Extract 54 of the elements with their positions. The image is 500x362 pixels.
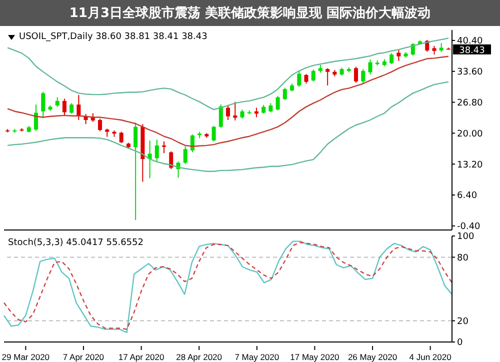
chart-subtitle: Stoch(5,3,3) 45.0417 55.6552 [8,238,144,248]
candlestick [268,102,273,113]
line-series [6,81,450,172]
candlestick [190,134,194,153]
candlestick [226,105,230,120]
candlestick [304,74,308,84]
y-tick-label: 13.20 [457,160,484,170]
candlestick [41,91,46,119]
y-tick-label: 33.60 [457,68,484,78]
candlestick [368,59,372,76]
x-tick-label: 7 May 2020 [234,352,280,362]
x-tick-label: 28 Apr 2020 [176,352,222,362]
candlestick [183,146,188,165]
candlestick [311,69,316,82]
x-tick-label: 7 Apr 2020 [62,352,104,362]
candlestick [396,49,401,62]
candlestick [76,94,81,120]
candlestick [162,140,166,154]
candlestick [98,118,102,132]
y-tick-label: 80 [457,253,469,264]
y-tick-label: 0 [457,338,463,348]
candlestick [55,96,60,108]
chart-title: 11月3日全球股市震荡 美联储政策影响显现 国际油价大幅波动 [0,0,500,26]
candlestick [218,104,223,128]
candlestick [62,98,66,116]
y-tick-label: 20.00 [457,129,484,140]
candlestick [390,52,394,65]
candlestick [154,139,159,162]
text: 38.43 [459,46,485,56]
x-tick-label: 29 Mar 2020 [2,352,50,362]
x-tick-label: 4 Jun 2020 [409,352,452,362]
candlestick [361,68,366,85]
x-tick-label: 17 May 2020 [290,352,340,362]
candlestick [354,66,358,84]
candlestick [282,87,287,100]
candlestick [34,104,38,132]
x-tick-label: 17 Apr 2020 [118,352,164,362]
chart-subtitle: USOIL_SPT,Daily 38.60 38.81 38.41 38.43 [19,32,208,42]
x-tick-label: 26 May 2020 [348,352,398,362]
candlestick [148,140,152,179]
candlestick [70,102,74,114]
y-tick-label: 6.40 [457,191,478,202]
y-tick-label: 20 [457,316,469,327]
y-tick-label: 40.40 [457,36,484,47]
y-tick-label: -0.40 [457,222,481,232]
y-tick-label: 100 [457,232,474,242]
candlestick [326,68,330,86]
candlestick [240,109,244,120]
candlestick [134,122,138,220]
candlestick [119,131,124,144]
y-tick-label: 26.80 [457,98,484,108]
candlestick [276,95,280,111]
candlestick [212,125,216,142]
candlestick [297,70,302,88]
